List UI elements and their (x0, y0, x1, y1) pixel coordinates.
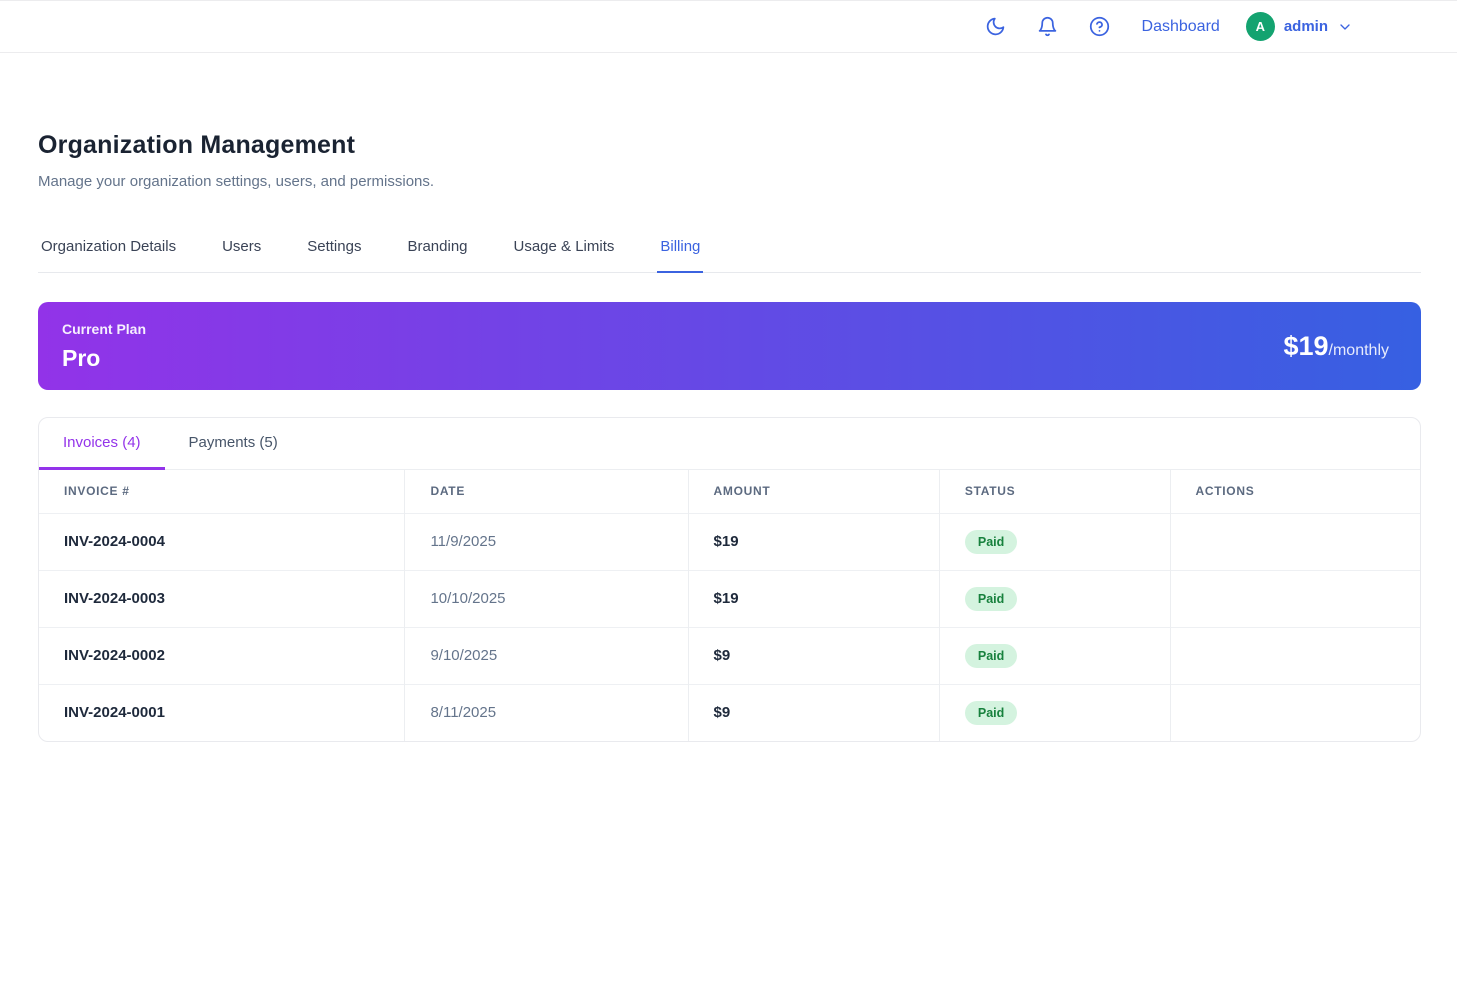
help-button[interactable] (1086, 13, 1114, 41)
plan-banner: Current Plan Pro $19 /monthly (38, 302, 1421, 390)
plan-price: $19 /monthly (1283, 331, 1389, 362)
page-title: Organization Management (38, 131, 356, 159)
plan-label: Current Plan (62, 320, 147, 337)
invoice-number: INV-2024-0001 (64, 704, 165, 722)
plan-price-amount: $19 (1283, 330, 1329, 361)
invoices-table: Invoice # Date Amount Status Actions INV-202… (39, 470, 1420, 741)
table-row: INV-2024-0001 8/11/2025 $9 Paid (39, 684, 1420, 741)
user-menu[interactable]: A admin (1245, 12, 1353, 41)
notifications-button[interactable] (1034, 13, 1062, 41)
invoice-amount: $9 (687, 627, 940, 684)
user-name: admin (1283, 18, 1328, 35)
tab-organization-details[interactable]: Organization Details (38, 234, 179, 273)
invoice-status-cell: Paid (938, 570, 1170, 627)
page-subtitle: Manage your organization settings, users… (38, 173, 435, 190)
invoices-table-head: Invoice # Date Amount Status Actions (39, 470, 1420, 513)
main-tabs: Organization Details Users Settings Brandin… (38, 234, 1421, 273)
chevron-down-icon (1337, 19, 1353, 35)
billing-subtabs: Invoices (4) Payments (5) (39, 418, 1420, 470)
main-content: Organization Management Manage your orga… (0, 53, 1457, 782)
plan-price-period: /monthly (1328, 341, 1389, 359)
top-header: Dashboard A admin (0, 0, 1457, 53)
invoice-number: INV-2024-0003 (64, 590, 165, 607)
invoice-date: 8/11/2025 (404, 684, 689, 741)
table-row: INV-2024-0004 11/9/2025 $19 Paid (39, 513, 1420, 570)
table-row: INV-2024-0002 9/10/2025 $9 Paid (39, 627, 1420, 684)
column-header-date: Date (404, 470, 689, 513)
invoice-amount: $19 (687, 513, 940, 570)
invoice-amount: $9 (687, 684, 940, 741)
status-badge: Paid (964, 586, 1018, 611)
header-actions: Dashboard A admin (982, 12, 1353, 41)
invoice-actions-cell (1169, 627, 1420, 684)
invoice-status-cell: Paid (938, 513, 1170, 570)
invoice-status-cell: Paid (938, 627, 1170, 684)
invoice-date: 9/10/2025 (404, 627, 689, 684)
billing-card: Invoices (4) Payments (5) Invoice # Date Am… (38, 417, 1421, 742)
invoice-number: INV-2024-0002 (64, 647, 165, 664)
plan-name: Pro (62, 344, 101, 371)
dark-mode-toggle-button[interactable] (982, 13, 1010, 41)
help-circle-icon (1089, 16, 1110, 37)
column-header-amount: Amount (687, 470, 940, 513)
tab-users[interactable]: Users (219, 234, 264, 273)
invoices-table-body: INV-2024-0004 11/9/2025 $19 Paid INV-2024-00… (39, 513, 1420, 741)
status-badge: Paid (964, 529, 1018, 554)
invoice-number: INV-2024-0004 (64, 533, 165, 550)
moon-icon (985, 16, 1006, 37)
invoice-date: 10/10/2025 (404, 570, 689, 627)
status-badge: Paid (964, 643, 1018, 668)
avatar: A (1245, 12, 1275, 41)
tab-usage-limits[interactable]: Usage & Limits (511, 234, 618, 273)
invoice-actions-cell (1169, 513, 1420, 570)
column-header-actions: Actions (1169, 470, 1420, 513)
invoice-amount: $19 (687, 570, 940, 627)
table-row: INV-2024-0003 10/10/2025 $19 Paid (39, 570, 1420, 627)
tab-billing[interactable]: Billing (657, 234, 704, 273)
invoice-status-cell: Paid (938, 684, 1170, 741)
subtab-payments-5[interactable]: Payments (5) (165, 418, 302, 470)
invoice-actions-cell (1169, 684, 1420, 741)
invoice-actions-cell (1169, 570, 1420, 627)
invoice-date: 11/9/2025 (404, 513, 689, 570)
bell-icon (1037, 16, 1058, 37)
plan-banner-left: Current Plan Pro (62, 321, 146, 372)
tab-settings[interactable]: Settings (304, 234, 364, 273)
status-badge: Paid (964, 700, 1018, 725)
subtab-invoices-4[interactable]: Invoices (4) (39, 418, 165, 470)
tab-branding[interactable]: Branding (404, 234, 470, 273)
column-header-invoice: Invoice # (64, 484, 130, 499)
column-header-status: Status (938, 470, 1170, 513)
dashboard-link[interactable]: Dashboard (1141, 17, 1220, 35)
